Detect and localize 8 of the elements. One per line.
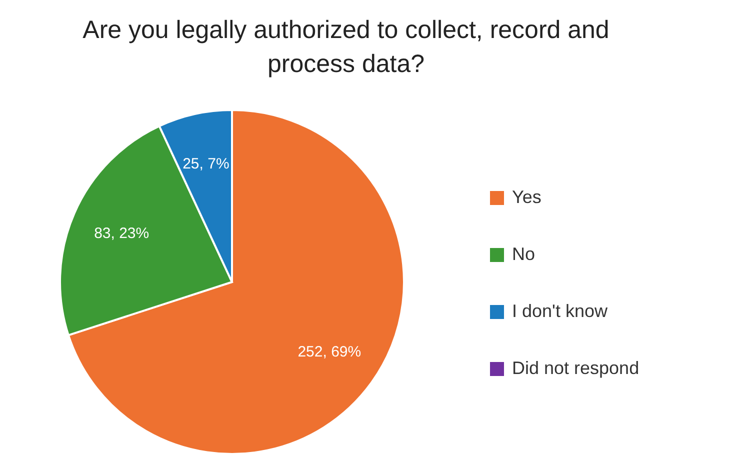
data-label: 25, 7% [182, 155, 230, 172]
data-label: 83, 23% [94, 224, 150, 242]
legend-label: Yes [512, 186, 542, 207]
legend-label: No [512, 244, 536, 264]
data-label: 252, 69% [298, 344, 362, 361]
chart-title: Are you legally authorized to collect, record and process data? [82, 16, 610, 78]
legend-label: Did not respond [512, 358, 640, 378]
legend-label: I don't know [512, 300, 608, 321]
